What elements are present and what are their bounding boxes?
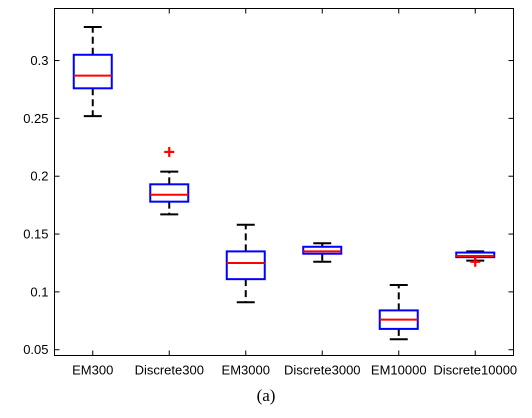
x-tick-label: Discrete3000 [284,363,361,378]
x-tick-label: EM10000 [371,363,427,378]
box-plot-chart: 0.050.10.150.20.250.3 EM300 Discrete300 EM… [23,8,517,378]
box-Discrete300 [149,146,190,216]
box-iqr [72,53,113,90]
x-tick-label: EM300 [72,363,113,378]
box-Discrete3000 [302,242,343,263]
box-EM10000 [378,283,419,341]
y-tick-label: 0.05 [23,342,48,357]
x-axis: EM300 Discrete300 EM3000 Discrete3000 EM1000… [72,8,517,378]
box-iqr [225,250,266,281]
y-tick-label: 0.3 [30,53,48,68]
y-tick-label: 0.1 [30,284,48,299]
box-EM3000 [225,223,266,304]
x-tick-label: EM3000 [222,363,270,378]
y-tick-label: 0.15 [23,227,48,242]
x-tick-label: Discrete300 [135,363,204,378]
box-iqr [149,183,190,203]
box-Discrete10000 [455,250,496,267]
box-EM300 [72,26,113,118]
y-axis: 0.05 0.1 0.15 0.2 0.25 0.3 [23,53,514,357]
y-tick-label: 0.2 [30,169,48,184]
box-series [72,26,496,341]
plot-area-frame [54,8,514,356]
x-tick-label: Discrete10000 [433,363,517,378]
figure-caption: (a) [256,386,276,405]
y-tick-label: 0.25 [23,111,48,126]
box-iqr [302,245,343,255]
